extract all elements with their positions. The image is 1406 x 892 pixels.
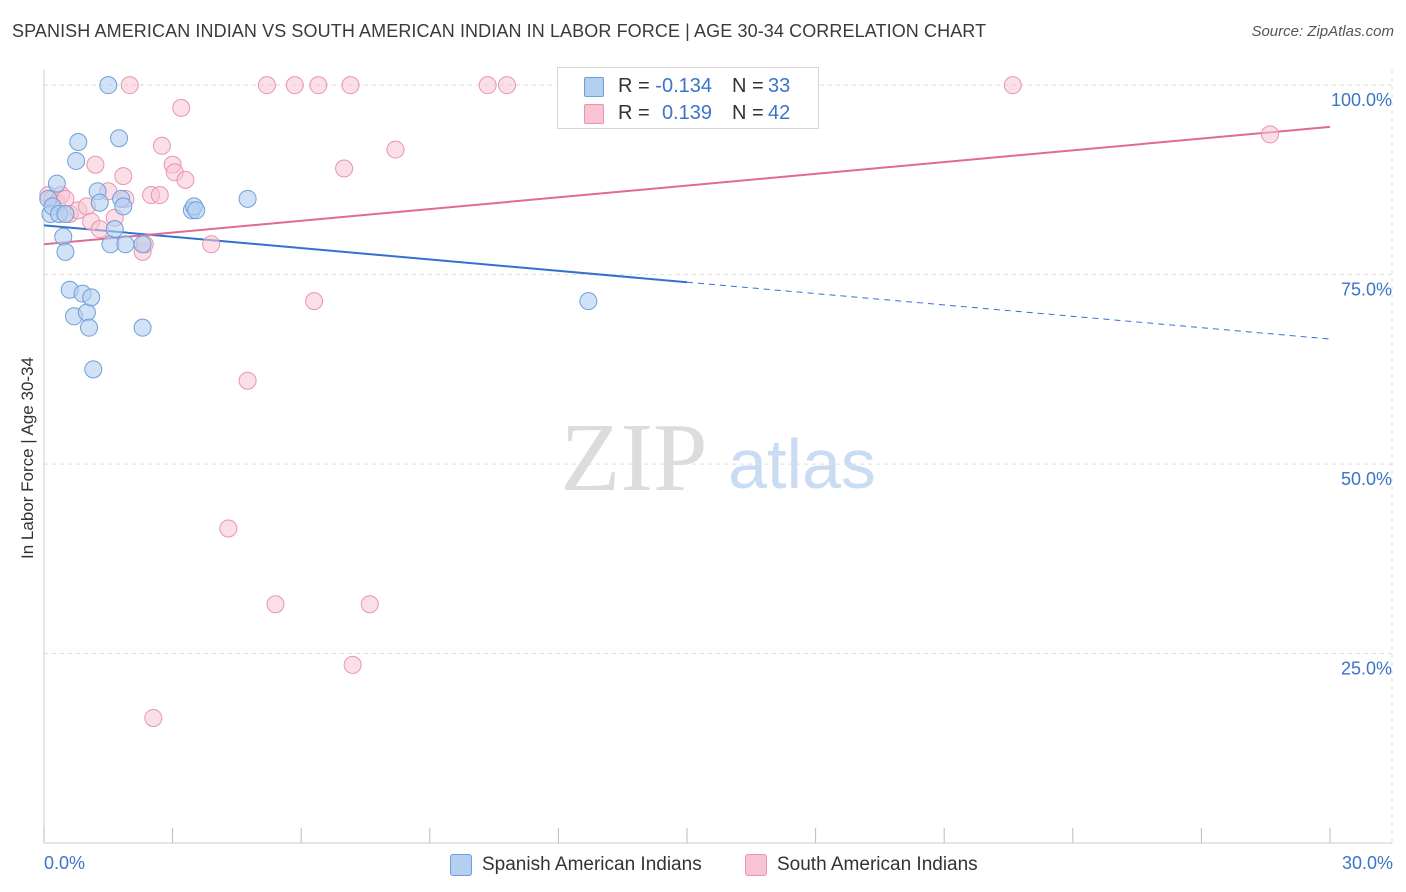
n-label: N = [732, 102, 764, 124]
point-south [150, 186, 169, 205]
trend-line-spanish-extrapolated [686, 281, 1331, 340]
point-south [478, 76, 497, 95]
point-south [335, 159, 354, 178]
pink-swatch-icon [584, 104, 604, 124]
point-south [257, 76, 276, 95]
watermark: ZIP atlas [561, 404, 876, 512]
x-tick-label-max: 30.0% [1342, 853, 1393, 873]
stats-row-spanish: R = -0.134 N = 33 [558, 73, 818, 100]
point-spanish [116, 235, 135, 254]
point-spanish [101, 235, 120, 254]
blue-swatch-icon [450, 854, 472, 876]
y-axis-title: In Labor Force | Age 30-34 [18, 357, 37, 559]
point-south [219, 519, 238, 538]
point-spanish [110, 129, 129, 148]
point-spanish [67, 151, 86, 170]
point-south [341, 76, 360, 95]
x-tick-label-min: 0.0% [44, 853, 85, 873]
point-south [114, 167, 133, 186]
grid-lines [44, 70, 1393, 843]
axis-labels: 100.0% 75.0% 50.0% 25.0% 0.0% 30.0% [44, 90, 1393, 873]
point-spanish [56, 204, 75, 223]
point-spanish [90, 193, 109, 212]
point-spanish [238, 189, 257, 208]
point-south [152, 136, 171, 155]
watermark-zip: ZIP [561, 404, 708, 512]
stats-row-south: R = 0.139 N = 42 [558, 100, 818, 127]
point-south [285, 76, 304, 95]
point-spanish [84, 360, 103, 379]
point-spanish [133, 318, 152, 337]
r-value: -0.134 [655, 75, 712, 97]
source-label: Source: ZipAtlas.com [1251, 23, 1394, 40]
point-spanish [80, 318, 99, 337]
point-spanish [133, 235, 152, 254]
data-points [39, 76, 1279, 727]
trend-line-south [43, 125, 1331, 246]
point-spanish [187, 201, 206, 220]
chart-title: SPANISH AMERICAN INDIAN VS SOUTH AMERICA… [12, 21, 987, 41]
point-south [1260, 125, 1279, 144]
point-south [1003, 76, 1022, 95]
pink-swatch-icon [745, 854, 767, 876]
y-tick-label: 25.0% [1341, 659, 1392, 679]
point-spanish [579, 292, 598, 311]
point-south [309, 76, 328, 95]
blue-swatch-icon [584, 77, 604, 97]
axes [43, 70, 1392, 844]
point-south [497, 76, 516, 95]
point-south [202, 235, 221, 254]
point-spanish [47, 174, 66, 193]
y-tick-label: 50.0% [1341, 469, 1392, 489]
point-south [343, 655, 362, 674]
point-spanish [69, 132, 88, 151]
point-south [172, 98, 191, 117]
r-label: R = [618, 102, 650, 124]
point-south [120, 76, 139, 95]
legend: Spanish American Indians South American … [0, 852, 1406, 878]
n-value: 33 [768, 75, 791, 97]
point-spanish [77, 303, 96, 322]
point-south [90, 220, 109, 239]
point-south [144, 708, 163, 727]
point-south [386, 140, 405, 159]
n-label: N = [732, 75, 764, 97]
correlation-stats-box: R = -0.134 N = 33 R = 0.139 N = 42 [557, 67, 819, 129]
point-south [360, 595, 379, 614]
legend-label: South American Indians [777, 854, 978, 875]
point-spanish [99, 76, 118, 95]
n-value: 42 [768, 102, 791, 124]
r-value: 0.139 [661, 102, 712, 124]
y-tick-label: 100.0% [1331, 90, 1392, 110]
legend-label: Spanish American Indians [482, 854, 702, 875]
point-spanish [105, 220, 124, 239]
point-spanish [82, 288, 101, 307]
watermark-atlas: atlas [728, 425, 876, 503]
y-tick-label: 75.0% [1341, 280, 1392, 300]
r-label: R = [618, 75, 650, 97]
point-south [86, 155, 105, 174]
point-spanish [56, 242, 75, 261]
point-south [266, 595, 285, 614]
point-south [176, 170, 195, 189]
point-spanish [114, 197, 133, 216]
point-spanish [54, 227, 73, 246]
point-south [305, 292, 324, 311]
point-south [238, 371, 257, 390]
trend-lines [43, 125, 1331, 340]
